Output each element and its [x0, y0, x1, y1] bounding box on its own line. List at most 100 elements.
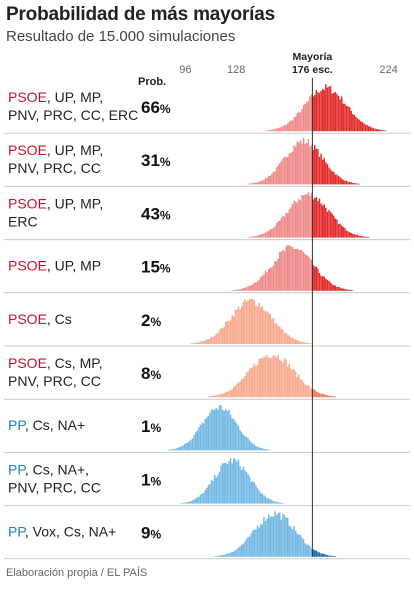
row-label-line1: PSOE, UP, MP — [8, 258, 101, 274]
histogram-bar — [290, 120, 292, 132]
histogram-bar — [263, 516, 265, 557]
histogram-bar — [336, 93, 338, 132]
histogram-bar — [312, 96, 314, 132]
histogram-bar — [356, 183, 359, 185]
histogram-bar — [299, 200, 302, 238]
histogram-bar — [340, 178, 343, 185]
histogram-bar — [239, 381, 241, 398]
histogram-bar — [240, 544, 243, 557]
probability-number: 8 — [141, 364, 150, 383]
histogram-bar — [337, 176, 340, 185]
histogram-bar — [337, 96, 340, 132]
chart-subtitle: Resultado de 15.000 simulaciones — [6, 28, 236, 45]
histogram-bar — [225, 409, 227, 451]
histogram-bar — [287, 334, 289, 344]
histogram-bar — [302, 104, 305, 132]
histogram-bar — [267, 268, 270, 291]
histogram-bar — [253, 282, 256, 291]
histogram-bar — [329, 85, 332, 132]
histogram-bar — [274, 501, 276, 504]
histogram-bar — [186, 442, 189, 451]
histogram-bar — [248, 440, 251, 451]
histogram-bar — [247, 286, 249, 291]
histogram-bar — [364, 236, 367, 238]
histogram-bar — [202, 341, 205, 344]
histogram-bar — [253, 182, 256, 185]
histogram-bar — [336, 286, 338, 291]
histogram-bar — [250, 285, 252, 291]
histogram-bar — [180, 502, 183, 504]
histogram-bar — [220, 327, 222, 344]
histogram-bar — [239, 466, 241, 504]
histogram-bar — [317, 92, 319, 132]
histogram-bar — [287, 213, 289, 238]
histogram-bar — [291, 246, 294, 291]
histogram-bar — [293, 368, 295, 398]
histogram-bar — [272, 317, 275, 344]
histogram-bar — [333, 285, 335, 291]
histogram-bar — [261, 358, 264, 398]
histogram-bar — [261, 448, 264, 451]
histogram-bar — [302, 195, 305, 238]
histogram-bar — [240, 306, 243, 344]
histogram-bar — [361, 122, 364, 132]
histogram-bar — [307, 385, 310, 398]
histogram-bar — [245, 436, 248, 451]
histogram-bar — [193, 499, 195, 504]
histogram-bar — [361, 236, 364, 238]
histogram-bar — [350, 232, 352, 238]
histogram-bar — [317, 551, 319, 557]
histogram-bar — [310, 192, 313, 238]
histogram-bar — [271, 500, 273, 504]
histogram-bar — [279, 326, 281, 344]
histogram-bar — [207, 485, 210, 504]
histogram-bar — [310, 343, 313, 344]
probability-value: 15% — [141, 258, 171, 277]
histogram-bar — [279, 127, 281, 132]
histogram-bar — [385, 130, 387, 132]
histogram-bar — [244, 376, 246, 398]
histogram-bar — [277, 354, 279, 398]
histogram-bar — [360, 121, 362, 132]
histogram-bar — [253, 363, 256, 398]
histogram-bar — [347, 289, 349, 291]
histogram-bar — [261, 180, 264, 185]
percent-sign: % — [150, 368, 161, 382]
histogram-bar — [240, 379, 243, 398]
histogram-bar — [252, 284, 254, 291]
histogram-bar — [304, 342, 306, 344]
histogram-bar — [277, 221, 279, 238]
x-tick-label: 96 — [179, 64, 191, 76]
histogram-bar — [333, 171, 335, 185]
histogram-bar — [358, 183, 360, 185]
histogram-bar — [185, 502, 187, 504]
histogram-bar — [342, 226, 345, 238]
histogram-bar — [206, 339, 208, 344]
histogram-bar — [328, 209, 330, 238]
histogram-bar — [298, 249, 300, 291]
histogram-bar — [274, 323, 276, 344]
histogram-bar — [285, 517, 287, 557]
party-lead-name: PSOE — [8, 311, 47, 327]
histogram-bar — [258, 447, 260, 451]
party-partners: , Cs, NA+ — [25, 417, 85, 433]
party-lead-name: PSOE — [8, 355, 47, 371]
histogram-bar — [263, 179, 265, 185]
histogram-bar — [218, 555, 221, 557]
histogram-bar — [329, 555, 332, 557]
histogram-bar — [198, 427, 200, 451]
histogram-bar — [325, 207, 327, 238]
histogram-bar — [298, 374, 300, 398]
histogram-bar — [269, 229, 271, 238]
histogram-bar — [288, 525, 291, 557]
histogram-bar — [191, 438, 194, 451]
histogram-bar — [321, 159, 324, 185]
histogram-bar — [282, 126, 284, 132]
histogram-bar — [226, 320, 229, 344]
histogram-bar — [294, 116, 297, 132]
histogram-bar — [247, 236, 249, 238]
histogram-bar — [306, 142, 308, 185]
histogram-bar — [380, 130, 383, 132]
histogram-bar — [304, 254, 306, 291]
histogram-bar — [175, 448, 178, 451]
